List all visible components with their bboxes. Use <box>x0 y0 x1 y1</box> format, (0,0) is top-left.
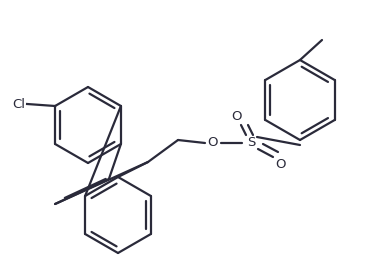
Text: O: O <box>276 158 286 172</box>
Text: O: O <box>208 136 218 150</box>
Text: Cl: Cl <box>12 98 25 110</box>
Text: O: O <box>232 110 242 124</box>
Text: S: S <box>247 136 255 150</box>
